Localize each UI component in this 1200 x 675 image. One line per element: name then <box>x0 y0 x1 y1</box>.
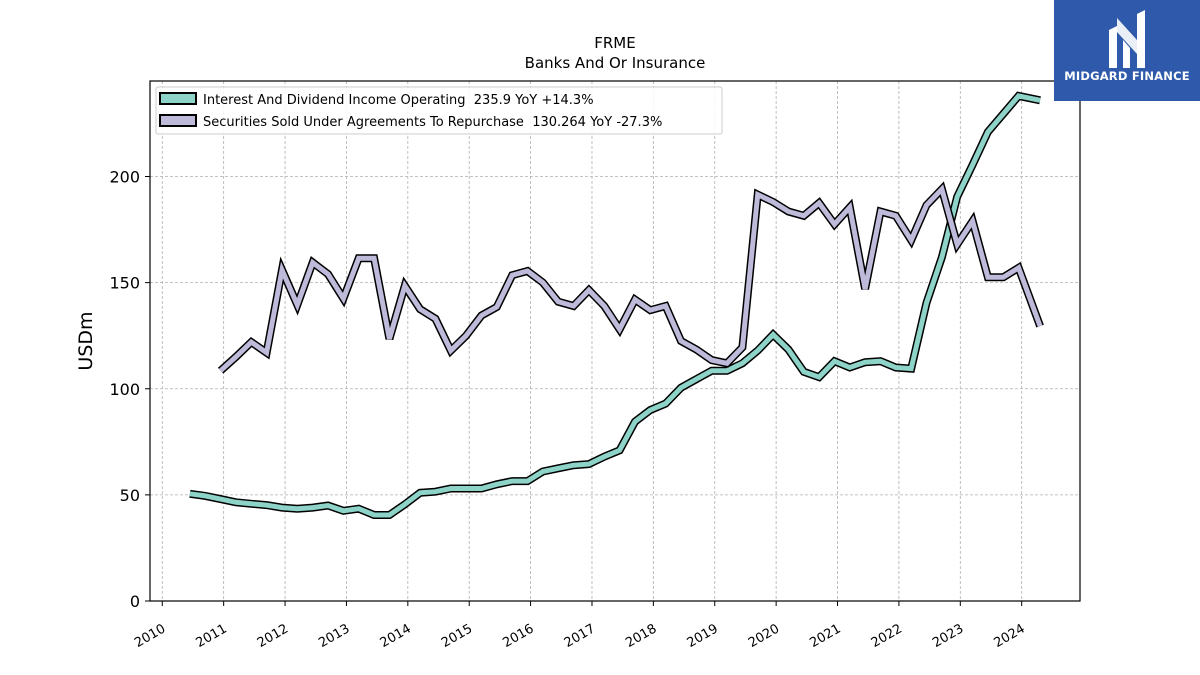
x-tick-label: 2019 <box>685 621 721 651</box>
legend-swatch-interest-income <box>159 92 197 105</box>
legend: Interest And Dividend Income Operating 2… <box>155 86 723 135</box>
x-tick-label: 2016 <box>500 621 536 651</box>
y-tick-label: 0 <box>130 592 140 611</box>
x-tick-label: 2017 <box>562 621 598 651</box>
plot-area-frame <box>149 80 1081 602</box>
x-tick-label: 2021 <box>807 621 843 651</box>
axes: 0 50 100 150 200 2010 2011 2012 2013 2014 2015 2016… <box>109 168 1027 652</box>
logo-text: MIDGARD FINANCE <box>1064 69 1190 83</box>
series-0-line <box>189 93 1041 518</box>
y-tick-label: 200 <box>109 168 140 187</box>
legend-label-securities-repurchase: Securities Sold Under Agreements To Repu… <box>203 115 662 130</box>
grid <box>150 81 1080 602</box>
x-tick-label: 2011 <box>194 621 230 651</box>
chart-subtitle: Banks And Or Insurance <box>525 54 706 72</box>
x-tick-label: 2024 <box>992 621 1028 651</box>
legend-swatch-securities-repurchase <box>159 114 197 127</box>
x-tick-label: 2013 <box>316 621 352 651</box>
x-tick-label: 2014 <box>378 621 414 651</box>
y-axis-label: USDm <box>75 311 97 370</box>
series-lines <box>189 91 1044 519</box>
logo-mark-icon <box>1109 10 1145 68</box>
chart-title: FRME <box>594 34 635 52</box>
legend-label-interest-income: Interest And Dividend Income Operating 2… <box>203 93 594 108</box>
x-tick-label: 2018 <box>623 621 659 651</box>
x-tick-label: 2020 <box>746 621 782 651</box>
x-tick-label: 2012 <box>255 621 291 651</box>
y-tick-label: 100 <box>109 380 140 399</box>
series-1-line <box>218 184 1043 373</box>
y-tick-label: 150 <box>109 274 140 293</box>
x-tick-label: 2010 <box>132 621 168 651</box>
legend-box <box>155 86 723 135</box>
x-tick-label: 2023 <box>930 621 966 651</box>
x-tick-label: 2022 <box>869 621 905 651</box>
y-tick-label: 50 <box>120 486 140 505</box>
midgard-finance-logo: MIDGARD FINANCE <box>1054 0 1200 101</box>
x-tick-label: 2015 <box>439 621 475 651</box>
